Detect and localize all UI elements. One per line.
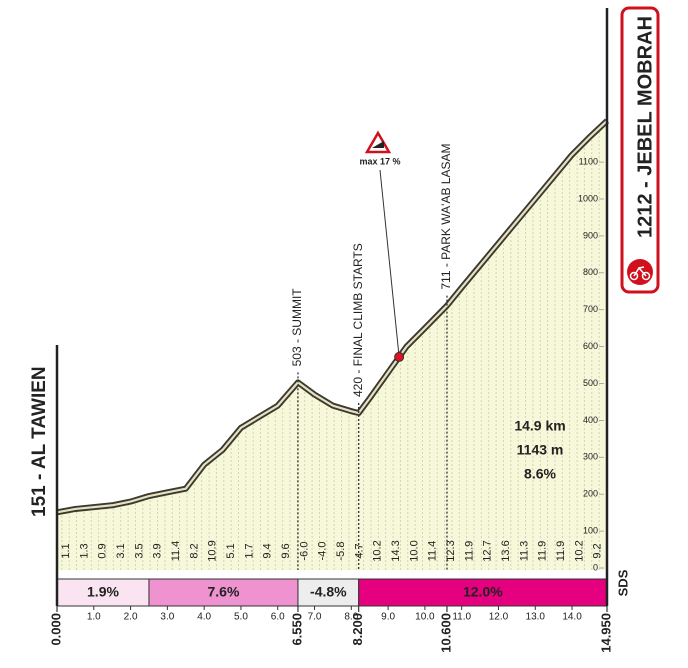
x-tick-label: 4.0 — [197, 612, 211, 623]
stats-line: 1143 m — [517, 442, 564, 458]
bike-icon — [627, 259, 653, 285]
x-tick-label: 7.0 — [308, 612, 322, 623]
km-gradient-label: 11.3 — [518, 541, 530, 562]
km-gradient-label: -4.0 — [317, 542, 329, 561]
annotation-label: 711 - PARK WA'AB LASAM — [439, 144, 453, 290]
bike-icon-wheel — [641, 271, 651, 281]
km-gradient-label: 12.3 — [445, 540, 457, 561]
y-tick-label: 200 — [583, 489, 598, 499]
max-gradient-line — [379, 169, 400, 357]
annotation-label: 420 - FINAL CLIMB STARTS — [351, 243, 365, 397]
gradient-segment — [358, 578, 608, 607]
finish-label: 1212 - JEBEL MOBRAH — [634, 16, 656, 238]
km-gradient-label: 11.4 — [170, 541, 182, 562]
major-x-tick-label: 10.600 — [438, 613, 453, 653]
major-x-tick-label: 0.000 — [48, 613, 63, 646]
km-gradient-label: -5.8 — [335, 542, 347, 561]
km-gradient-label: -6.0 — [298, 542, 310, 561]
segment-label: 1.9% — [87, 584, 119, 600]
max-gradient-marker — [394, 351, 405, 362]
km-gradient-label: 1.7 — [243, 543, 255, 558]
x-tick-label: 8.0 — [344, 612, 358, 623]
credit: SDS — [615, 569, 630, 596]
x-tick-label: 5.0 — [234, 612, 248, 623]
profile-line-inner — [56, 119, 608, 514]
annotation-label: 503 - SUMMIT — [290, 288, 304, 367]
km-gradient-label: 3.1 — [115, 543, 127, 558]
bike-icon-wheel — [629, 271, 639, 281]
km-gradient-label: 9.2 — [592, 543, 604, 558]
y-tick-label: 300 — [583, 452, 598, 462]
km-gradient-label: 11.9 — [537, 541, 549, 562]
y-tick-label: 100 — [583, 525, 598, 535]
km-gradient-label: 10.9 — [207, 540, 219, 561]
start-label: 151 - AL TAWIEN — [29, 366, 50, 517]
x-tick-label: 13.0 — [526, 612, 546, 623]
y-tick-label: 1000 — [578, 193, 598, 203]
gradient-segment — [148, 578, 299, 607]
y-tick-label: 900 — [583, 230, 598, 240]
segment-label: -4.8% — [310, 584, 347, 600]
bike-icon-frame — [633, 266, 647, 277]
y-tick-label: 0 — [593, 562, 598, 572]
x-tick-label: 12.0 — [489, 612, 509, 623]
max-gradient-icon-slope — [372, 141, 384, 148]
x-tick-label: 1.0 — [87, 612, 101, 623]
y-tick-label: 600 — [583, 341, 598, 351]
km-gradient-label: 9.6 — [280, 543, 292, 558]
max-gradient-icon — [364, 130, 392, 154]
km-gradient-label: 11.9 — [555, 541, 567, 562]
finish-box — [620, 6, 660, 294]
x-tick-label: 2.0 — [124, 612, 138, 623]
km-gradient-label: 12.7 — [482, 540, 494, 561]
area-fill — [57, 120, 607, 570]
y-tick-label: 1100 — [579, 156, 598, 166]
km-gradient-label: 0.9 — [97, 543, 109, 558]
km-gradient-label: 3.9 — [152, 543, 164, 558]
x-tick-label: 11.0 — [452, 612, 471, 623]
km-gradient-label: 8.2 — [188, 543, 200, 558]
km-gradient-label: 11.9 — [463, 541, 475, 562]
major-x-tick-label: 6.550 — [289, 613, 304, 646]
x-tick-label: 6.0 — [271, 612, 285, 623]
stats-line: 8.6% — [524, 466, 556, 482]
x-tick-label: 9.0 — [381, 612, 395, 623]
km-gradient-label: 1.1 — [60, 543, 72, 558]
major-x-tick-label: 14.950 — [598, 613, 613, 653]
major-x-tick-label: 8.200 — [350, 613, 365, 646]
max-gradient-label: max 17 % — [359, 156, 400, 166]
km-gradient-label: 10.2 — [573, 540, 585, 561]
gradient-segment — [297, 578, 360, 607]
km-gradient-label: 14.3 — [390, 540, 402, 561]
x-tick-label: 10.0 — [415, 612, 435, 623]
km-gradient-label: 9.4 — [262, 543, 274, 558]
segment-label: 12.0% — [463, 584, 503, 600]
y-tick-label: 800 — [583, 267, 598, 277]
stats-line: 14.9 km — [514, 418, 565, 434]
km-gradient-label: 10.0 — [408, 540, 420, 561]
segment-label: 7.6% — [208, 584, 240, 600]
km-gradient-label: 3.5 — [133, 543, 145, 558]
y-tick-label: 700 — [583, 304, 598, 314]
x-tick-label: 3.0 — [160, 612, 174, 623]
km-gradient-label: 11.4 — [427, 541, 439, 562]
km-gradient-label: 10.2 — [372, 540, 384, 561]
x-tick-label: 14.0 — [562, 612, 582, 623]
km-gradient-label: 4.7 — [353, 543, 365, 558]
km-gradient-label: 1.3 — [78, 543, 90, 558]
km-gradient-label: 5.1 — [225, 543, 237, 558]
y-tick-label: 500 — [583, 378, 598, 388]
y-tick-label: 400 — [583, 415, 598, 425]
km-gradient-label: 13.6 — [500, 540, 512, 561]
